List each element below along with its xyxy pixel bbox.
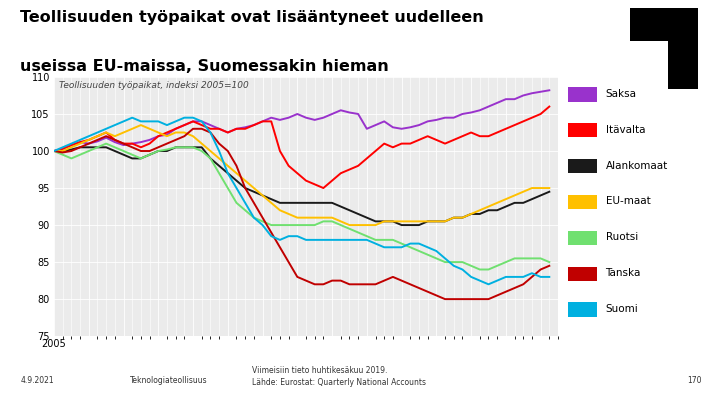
Bar	[568, 266, 597, 281]
Text: Suomi: Suomi	[606, 304, 638, 314]
Text: Teknologiateollisuus: Teknologiateollisuus	[130, 376, 207, 385]
Text: EU-maat: EU-maat	[606, 196, 650, 207]
Text: Alankomaat: Alankomaat	[606, 160, 667, 171]
Bar	[568, 231, 597, 245]
Text: 4.9.2021: 4.9.2021	[20, 376, 54, 385]
Text: Teollisuuden työpaikat, indeksi 2005=100: Teollisuuden työpaikat, indeksi 2005=100	[59, 81, 249, 90]
Text: 170: 170	[688, 376, 702, 385]
Text: Lähde: Eurostat: Quarterly National Accounts: Lähde: Eurostat: Quarterly National Acco…	[252, 378, 426, 387]
Text: Tanska: Tanska	[606, 268, 641, 278]
Bar	[568, 195, 597, 209]
Text: Teollisuuden työpaikat ovat lisääntyneet uudelleen: Teollisuuden työpaikat ovat lisääntyneet…	[20, 10, 484, 25]
Bar	[568, 87, 597, 102]
Text: useissa EU-maissa, Suomessakin hieman: useissa EU-maissa, Suomessakin hieman	[20, 59, 389, 74]
Text: Viimeisiin tieto huhtikesäkuu 2019.: Viimeisiin tieto huhtikesäkuu 2019.	[252, 366, 387, 375]
Bar	[568, 303, 597, 317]
Text: Saksa: Saksa	[606, 89, 636, 99]
Bar	[568, 123, 597, 137]
Text: Ruotsi: Ruotsi	[606, 232, 638, 242]
Text: Itävalta: Itävalta	[606, 125, 645, 134]
Bar	[568, 159, 597, 173]
Bar	[630, 40, 667, 89]
